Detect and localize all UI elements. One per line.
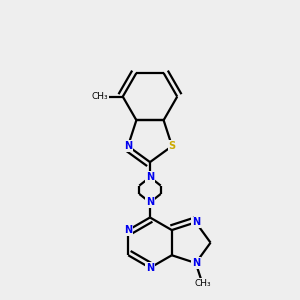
- Text: CH₃: CH₃: [194, 279, 211, 288]
- Text: N: N: [124, 225, 132, 235]
- Text: CH₃: CH₃: [92, 92, 108, 101]
- Text: N: N: [146, 172, 154, 182]
- Text: S: S: [169, 141, 176, 151]
- Text: N: N: [192, 217, 200, 227]
- Text: N: N: [124, 141, 132, 151]
- Text: N: N: [146, 263, 154, 273]
- Text: N: N: [192, 258, 200, 268]
- Text: N: N: [146, 197, 154, 207]
